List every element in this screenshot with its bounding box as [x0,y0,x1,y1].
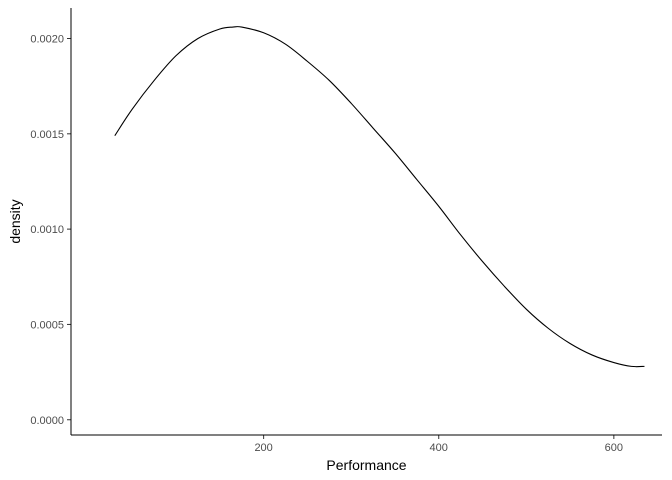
y-tick-label: 0.0015 [30,129,64,141]
x-tick-label: 400 [430,442,448,454]
y-tick-label: 0.0020 [30,34,64,46]
x-axis-ticks: 200 400 600 [254,435,623,454]
y-tick-label: 0.0010 [30,224,64,236]
y-tick-label: 0.0005 [30,319,64,331]
density-line [114,26,645,368]
x-tick-label: 600 [605,442,623,454]
x-axis-title: Performance [326,457,406,473]
y-axis-title: density [7,199,23,243]
y-axis-ticks: 0.0000 0.0005 0.0010 0.0015 0.0020 [30,34,71,427]
x-tick-label: 200 [254,442,272,454]
y-tick-label: 0.0000 [30,415,64,427]
plot-area [114,26,645,368]
